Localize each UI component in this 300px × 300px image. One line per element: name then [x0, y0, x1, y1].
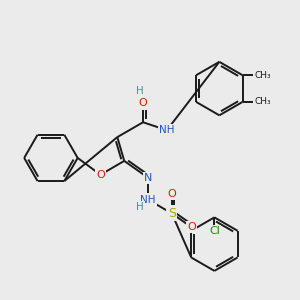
Text: CH₃: CH₃: [254, 98, 271, 106]
Text: NH: NH: [159, 125, 175, 135]
Text: O: O: [139, 98, 147, 108]
Text: NH: NH: [140, 194, 156, 205]
Text: H: H: [136, 85, 144, 96]
Text: Cl: Cl: [209, 226, 220, 236]
Text: O: O: [167, 189, 176, 199]
Text: N: N: [144, 173, 152, 183]
Text: CH₃: CH₃: [254, 71, 271, 80]
Text: O: O: [187, 222, 196, 232]
Text: S: S: [168, 207, 176, 220]
Text: H: H: [136, 202, 144, 212]
Text: O: O: [96, 170, 105, 180]
